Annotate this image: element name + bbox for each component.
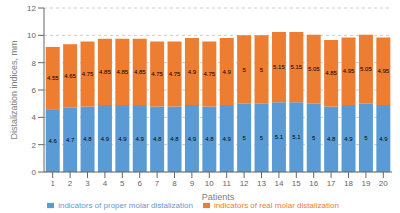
svg-text:5: 5: [260, 67, 264, 73]
svg-text:4.8: 4.8: [327, 136, 336, 142]
svg-text:4.8: 4.8: [205, 136, 214, 142]
svg-text:6: 6: [137, 179, 142, 188]
svg-text:6: 6: [32, 86, 37, 95]
svg-text:4.9: 4.9: [101, 136, 110, 142]
svg-text:5: 5: [242, 67, 246, 73]
svg-text:4.6: 4.6: [49, 138, 58, 144]
svg-text:12: 12: [240, 179, 249, 188]
svg-text:0: 0: [32, 168, 37, 177]
svg-text:10: 10: [27, 31, 36, 40]
svg-text:4.55: 4.55: [47, 75, 59, 81]
svg-text:4.75: 4.75: [203, 71, 215, 77]
svg-text:5.1: 5.1: [292, 134, 301, 140]
svg-text:5: 5: [364, 135, 368, 141]
svg-text:1: 1: [50, 179, 55, 188]
svg-text:5.15: 5.15: [273, 64, 285, 70]
svg-text:4.75: 4.75: [169, 71, 181, 77]
svg-text:5.1: 5.1: [275, 134, 284, 140]
svg-text:3: 3: [85, 179, 90, 188]
svg-text:5.15: 5.15: [290, 64, 302, 70]
svg-text:11: 11: [223, 179, 232, 188]
svg-text:5: 5: [242, 135, 246, 141]
svg-text:4.9: 4.9: [118, 136, 127, 142]
svg-text:5: 5: [312, 135, 316, 141]
svg-text:4.85: 4.85: [116, 69, 128, 75]
svg-text:9: 9: [190, 179, 195, 188]
svg-text:4.9: 4.9: [223, 69, 232, 75]
svg-text:4.9: 4.9: [379, 136, 388, 142]
svg-text:8: 8: [32, 59, 37, 68]
svg-text:7: 7: [155, 179, 160, 188]
svg-text:12: 12: [27, 4, 36, 13]
svg-text:5.05: 5.05: [308, 66, 320, 72]
svg-text:5: 5: [260, 135, 264, 141]
svg-text:17: 17: [327, 179, 336, 188]
svg-text:10: 10: [205, 179, 214, 188]
svg-text:4.9: 4.9: [344, 136, 353, 142]
svg-text:4.8: 4.8: [170, 136, 179, 142]
svg-text:4.9: 4.9: [136, 136, 145, 142]
svg-text:5.05: 5.05: [360, 66, 372, 72]
svg-text:20: 20: [379, 179, 388, 188]
svg-text:4.75: 4.75: [151, 71, 163, 77]
svg-text:2: 2: [32, 141, 37, 150]
svg-text:4.75: 4.75: [82, 71, 94, 77]
svg-text:4.85: 4.85: [325, 70, 337, 76]
svg-text:4.65: 4.65: [64, 73, 76, 79]
svg-text:4.9: 4.9: [223, 136, 232, 142]
svg-text:5: 5: [120, 179, 125, 188]
svg-text:15: 15: [292, 179, 301, 188]
svg-text:4.9: 4.9: [188, 136, 197, 142]
svg-text:19: 19: [361, 179, 370, 188]
svg-text:4: 4: [103, 179, 108, 188]
svg-text:4.85: 4.85: [99, 69, 111, 75]
html-text:indicators of real molar dista: indicators of real molar distalization: [213, 201, 339, 210]
svg-text:4.85: 4.85: [134, 69, 146, 75]
svg-text:13: 13: [257, 179, 266, 188]
svg-text:4.95: 4.95: [377, 68, 389, 74]
svg-text:4.95: 4.95: [343, 68, 355, 74]
svg-text:4.7: 4.7: [66, 137, 75, 143]
svg-text:16: 16: [309, 179, 318, 188]
svg-text:4.9: 4.9: [188, 69, 197, 75]
svg-text:Patients: Patients: [202, 192, 235, 202]
svg-text:4.8: 4.8: [153, 136, 162, 142]
svg-text:4: 4: [32, 113, 37, 122]
svg-text:14: 14: [274, 179, 283, 188]
svg-text:18: 18: [344, 179, 353, 188]
html-text:indicators of proper molar dis: indicators of proper molar distalization: [58, 201, 193, 210]
svg-text:Distalization indices, mm: Distalization indices, mm: [9, 40, 19, 139]
svg-text:4.8: 4.8: [83, 136, 92, 142]
svg-text:8: 8: [172, 179, 177, 188]
svg-text:2: 2: [68, 179, 73, 188]
